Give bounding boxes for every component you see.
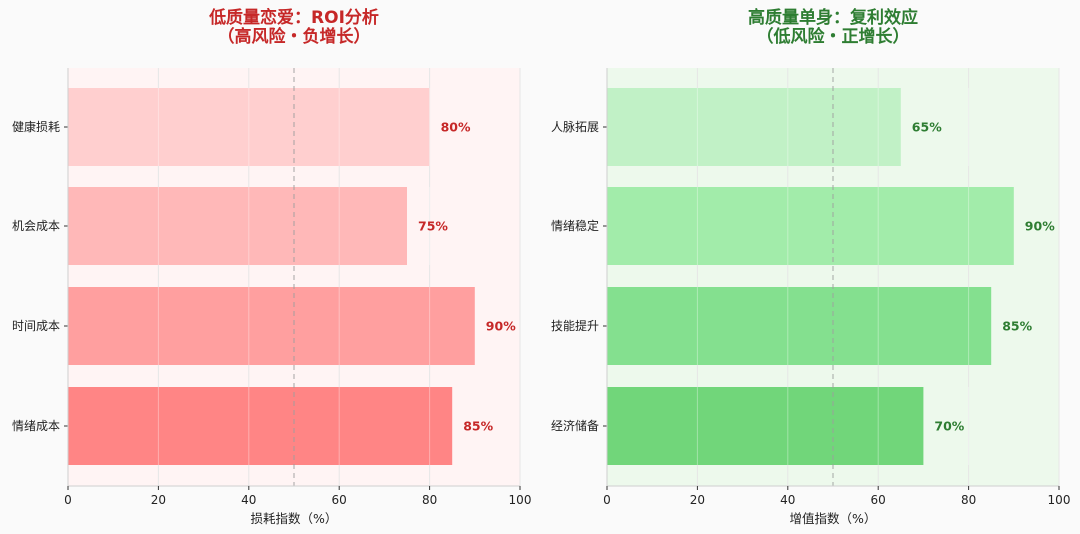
right-category-label-2: 情绪稳定 (551, 218, 599, 233)
left-x-tick-label-100: 100 (509, 493, 532, 507)
right-category-label-3: 技能提升 (551, 318, 599, 333)
left-x-axis-label: 损耗指数（%） (251, 511, 338, 526)
left-bar-1 (68, 88, 430, 166)
left-chart-subtitle: （高风险・负增长） (218, 26, 371, 47)
left-category-label-3: 时间成本 (12, 319, 60, 333)
left-x-tick-label-40: 40 (241, 493, 256, 507)
left-category-label-2: 机会成本 (12, 219, 60, 233)
right-value-label-3: 85% (1002, 319, 1032, 334)
left-x-tick-label-0: 0 (64, 493, 72, 507)
right-bar-2 (607, 187, 1014, 265)
right-value-label-4: 70% (934, 419, 964, 434)
right-bar-3 (607, 287, 992, 365)
right-x-tick-label-60: 60 (871, 493, 886, 507)
left-value-label-4: 85% (463, 419, 493, 434)
left-chart-panel: 低质量恋爱：ROI分析（高风险・负增长） 80% 75% 90% 85% 健康损耗机会成本… (12, 7, 531, 526)
right-chart-title: 高质量单身：复利效应 (748, 7, 918, 28)
right-x-tick-label-20: 20 (690, 493, 705, 507)
right-bar-4 (607, 387, 924, 465)
right-category-label-1: 人脉拓展 (551, 119, 599, 134)
right-value-label-1: 65% (912, 120, 942, 135)
right-x-axis-label: 增值指数（%） (790, 511, 877, 526)
right-x-tick-label-100: 100 (1048, 493, 1071, 507)
left-bar-4 (68, 387, 453, 465)
left-bar-2 (68, 187, 407, 265)
left-bar-3 (68, 287, 475, 365)
right-chart-subtitle: （低风险・正增长） (757, 26, 910, 47)
right-value-label-2: 90% (1025, 219, 1055, 234)
left-x-tick-label-80: 80 (422, 493, 437, 507)
left-x-tick-label-60: 60 (332, 493, 347, 507)
right-x-tick-label-0: 0 (603, 493, 611, 507)
left-value-label-2: 75% (418, 219, 448, 234)
left-chart-title: 低质量恋爱：ROI分析 (208, 7, 379, 28)
left-x-tick-label-20: 20 (151, 493, 166, 507)
left-category-label-1: 健康损耗 (12, 119, 60, 134)
left-value-label-3: 90% (486, 319, 516, 334)
left-category-label-4: 情绪成本 (12, 419, 60, 433)
right-bar-1 (607, 88, 901, 166)
right-x-tick-label-40: 40 (780, 493, 795, 507)
right-x-tick-label-80: 80 (961, 493, 976, 507)
right-chart-panel: 高质量单身：复利效应（低风险・正增长） 65% 90% 85% 70% 人脉拓展情绪稳定技… (551, 7, 1070, 526)
left-value-label-1: 80% (441, 120, 471, 135)
right-category-label-4: 经济储备 (551, 418, 599, 433)
